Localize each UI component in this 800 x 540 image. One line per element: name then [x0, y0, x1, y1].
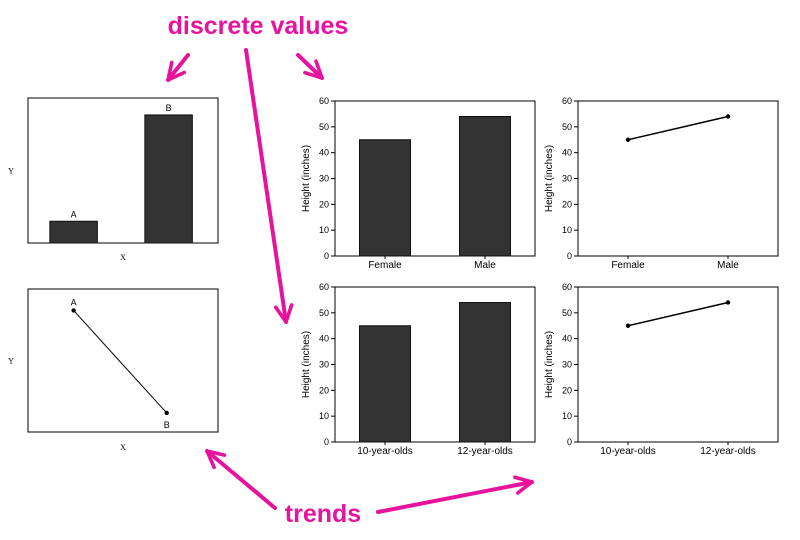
y-axis-title: Y [8, 167, 14, 176]
y-tick-label: 0 [324, 437, 329, 447]
bar [49, 220, 98, 244]
point-label: A [71, 297, 77, 307]
arrow-to-line-charts [376, 475, 534, 514]
data-point [71, 308, 76, 313]
arrow-to-schematic-line [205, 449, 277, 510]
y-tick-label: 10 [562, 411, 572, 421]
y-tick-label: 60 [319, 282, 329, 292]
bar-label: A [71, 209, 77, 219]
y-tick-label: 60 [562, 282, 572, 292]
bar-label: B [166, 103, 172, 113]
discrete-values-label: discrete values [168, 12, 349, 40]
arrow-to-gender-bar [296, 53, 324, 80]
plot-frame [27, 97, 219, 244]
x-axis-title: X [120, 443, 126, 452]
bar [359, 139, 411, 257]
plot-frame [27, 288, 219, 433]
y-tick-label: 30 [562, 360, 572, 370]
y-tick-label: 50 [319, 308, 329, 318]
y-axis-title: Height (inches) [301, 331, 312, 398]
series-line [627, 115, 729, 141]
y-tick-label: 60 [319, 96, 329, 106]
bar [459, 116, 511, 257]
y-tick-label: 40 [319, 334, 329, 344]
x-category-label: Male [717, 260, 739, 271]
x-category-label: Male [474, 260, 496, 271]
y-tick-label: 0 [324, 251, 329, 261]
series-line [627, 301, 729, 327]
y-axis-title: Height (inches) [544, 331, 555, 398]
gender-height-line-chart: 0 10 20 30 40 50 60 Height (inches) Female Male [544, 96, 779, 271]
y-axis-title: Height (inches) [544, 145, 555, 212]
y-tick-label: 40 [319, 148, 329, 158]
schematic-line-chart: Y X A B [8, 288, 219, 452]
x-category-label: 12-year-olds [700, 446, 756, 457]
y-tick-label: 0 [567, 251, 572, 261]
x-category-label: 10-year-olds [600, 446, 656, 457]
annotation-arrows [166, 48, 534, 514]
y-tick-label: 20 [319, 385, 329, 395]
x-axis-title: X [120, 253, 126, 262]
plot-frame [577, 100, 779, 257]
data-point [725, 300, 731, 305]
data-point [164, 410, 169, 416]
bar [359, 325, 411, 443]
age-height-line-chart: 0 10 20 30 40 50 60 Height (inches) 10-year-olds… [544, 282, 779, 457]
y-tick-label: 20 [319, 199, 329, 209]
series-line [73, 310, 168, 414]
data-point [625, 323, 631, 328]
arrow-to-age-bar [244, 48, 294, 324]
y-tick-label: 30 [319, 174, 329, 184]
y-tick-label: 20 [562, 385, 572, 395]
y-axis-title: Y [8, 357, 14, 366]
x-category-label: Female [368, 260, 402, 271]
y-tick-label: 10 [319, 411, 329, 421]
point-label: B [164, 420, 170, 430]
bar [459, 302, 511, 443]
trends-label: trends [285, 500, 361, 528]
data-point [725, 114, 731, 119]
arrow-to-schematic-bar [166, 53, 190, 82]
y-axis-title: Height (inches) [301, 145, 312, 212]
schematic-bar-chart: Y X A B [8, 97, 219, 262]
x-category-label: Female [611, 260, 645, 271]
y-tick-label: 20 [562, 199, 572, 209]
y-tick-label: 0 [567, 437, 572, 447]
y-tick-label: 30 [562, 174, 572, 184]
y-tick-label: 30 [319, 360, 329, 370]
gender-height-bar-chart: 0 10 20 30 40 50 60 Height (inches) Female Male [301, 96, 536, 271]
y-tick-label: 40 [562, 148, 572, 158]
x-category-label: 10-year-olds [357, 446, 413, 457]
bar [144, 114, 193, 244]
y-tick-label: 10 [319, 225, 329, 235]
age-height-bar-chart: 0 10 20 30 40 50 60 Height (inches) 10-year-olds… [301, 282, 536, 457]
y-tick-label: 50 [562, 122, 572, 132]
y-tick-label: 50 [319, 122, 329, 132]
x-category-label: 12-year-olds [457, 446, 513, 457]
data-point [625, 137, 631, 142]
plot-frame [577, 286, 779, 443]
y-tick-label: 40 [562, 334, 572, 344]
y-tick-label: 50 [562, 308, 572, 318]
y-tick-label: 10 [562, 225, 572, 235]
y-tick-label: 60 [562, 96, 572, 106]
